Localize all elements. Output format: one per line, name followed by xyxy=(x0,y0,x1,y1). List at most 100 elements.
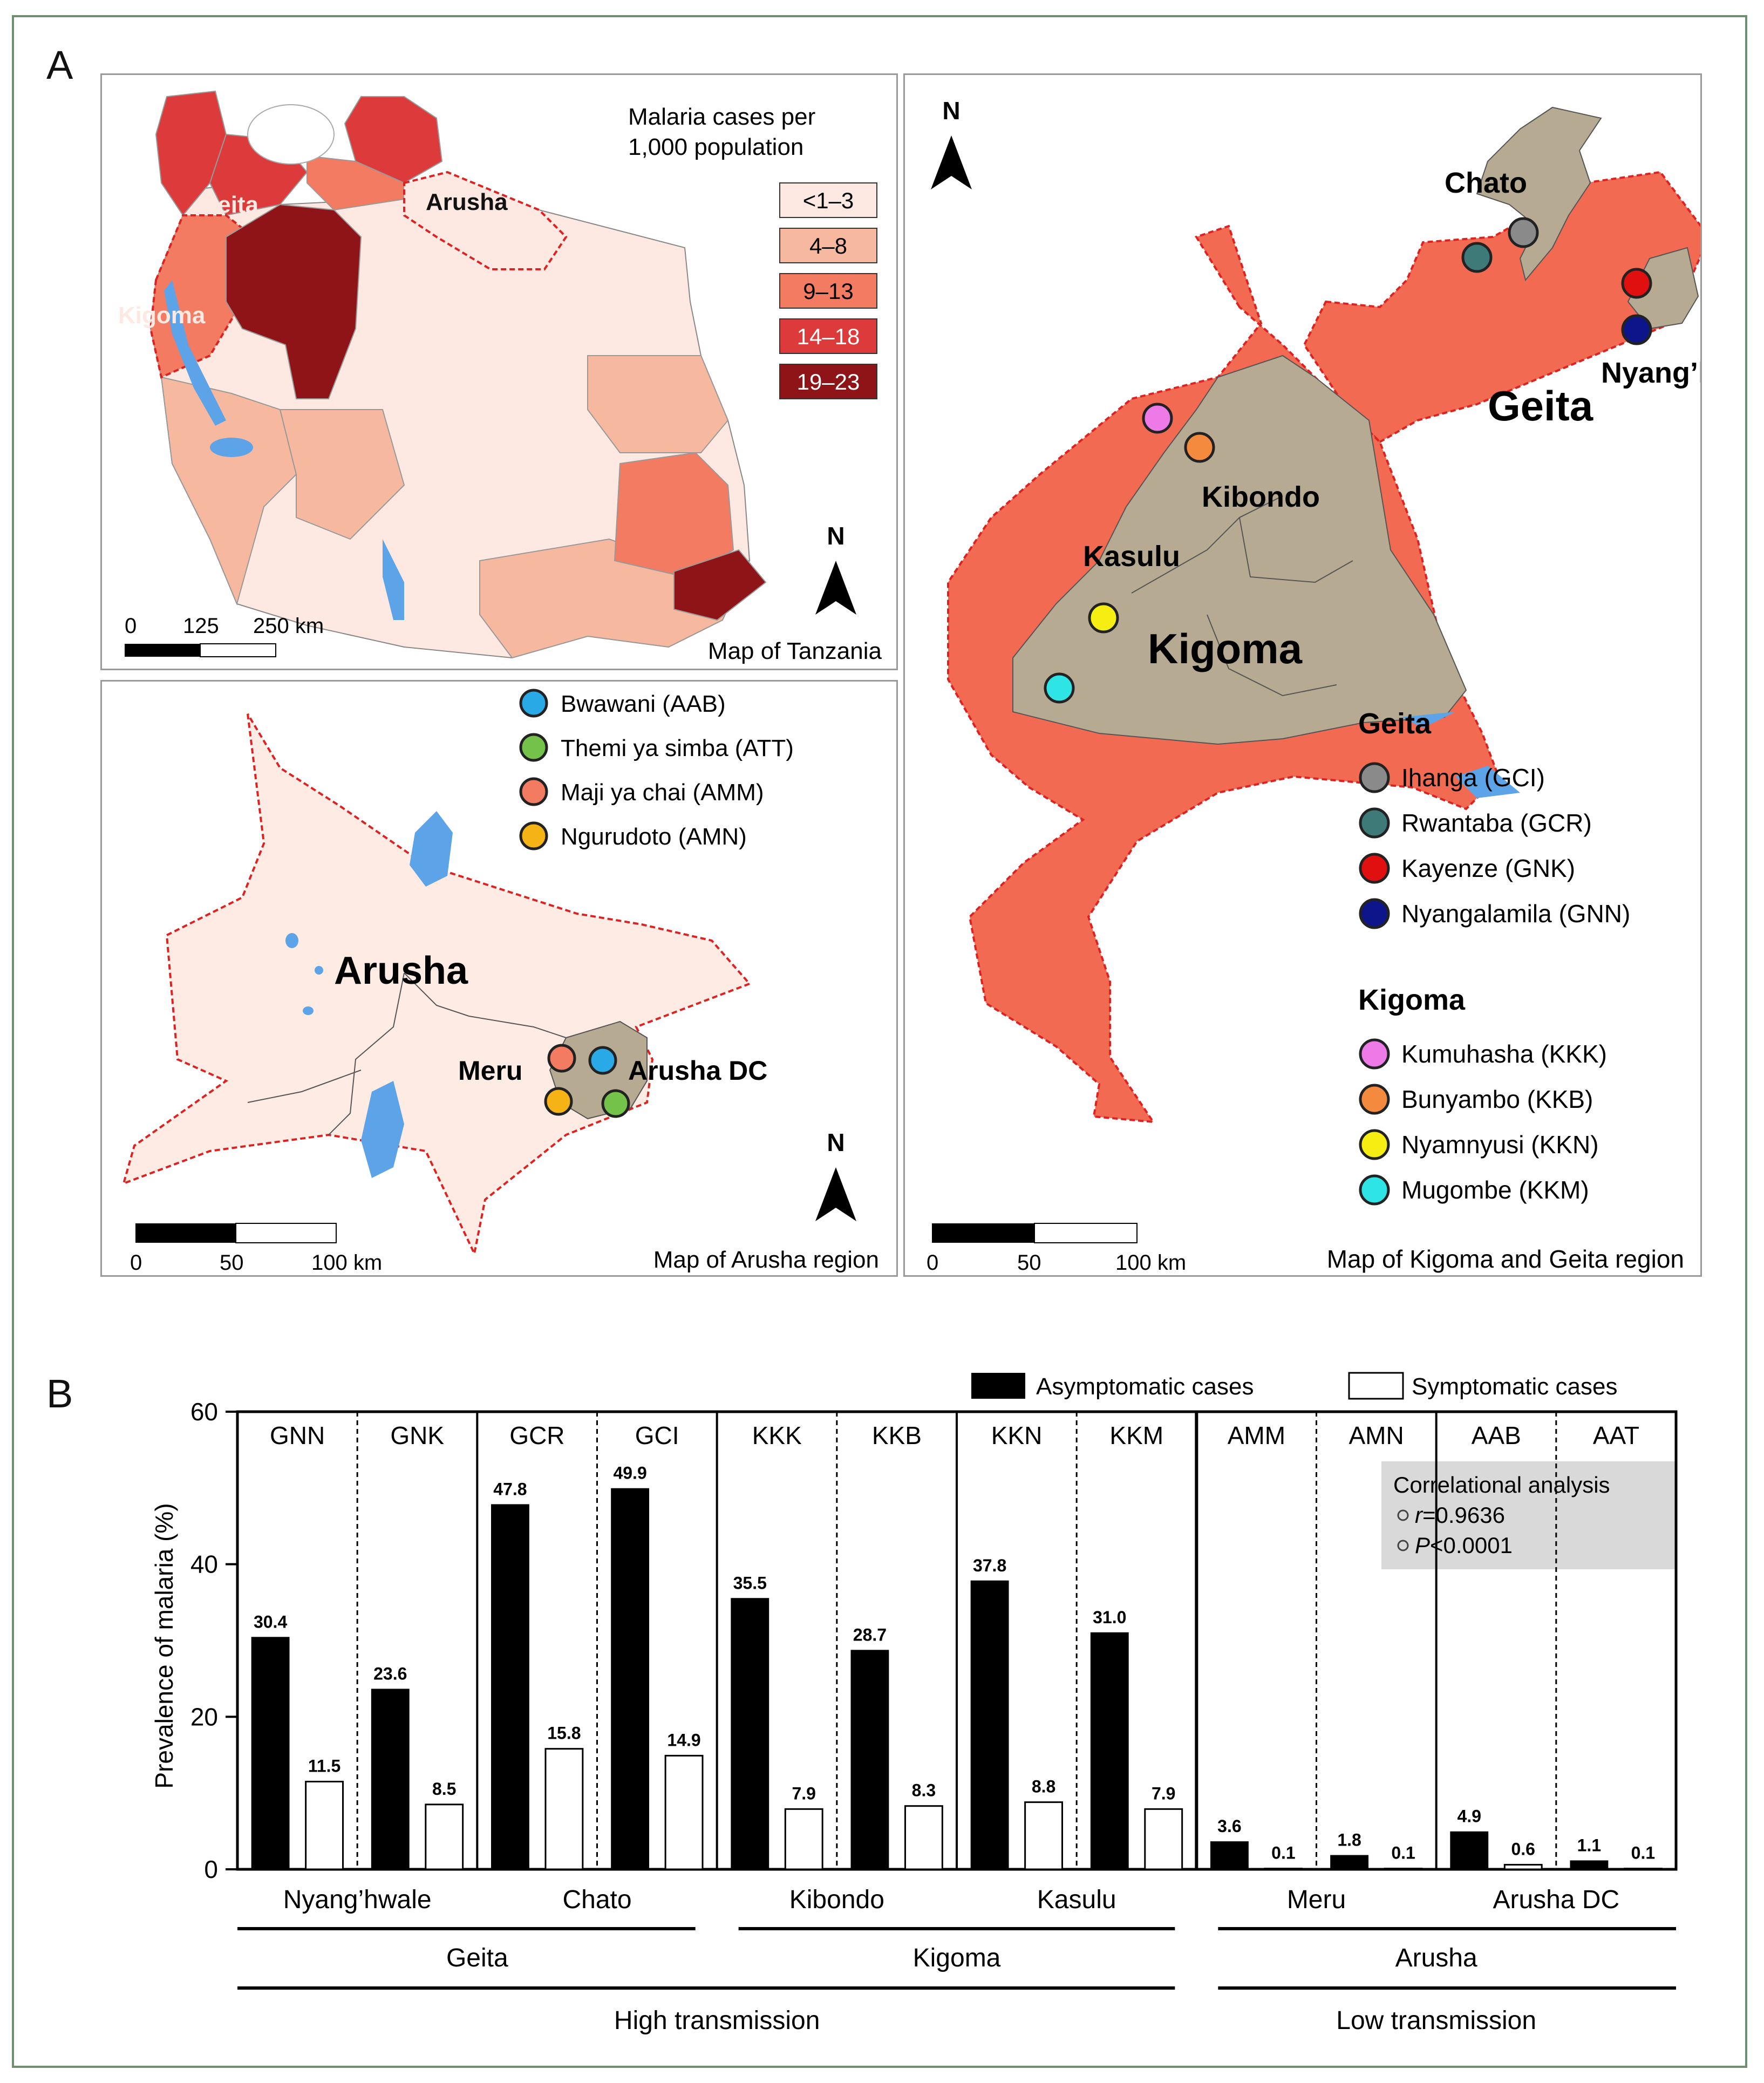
bar-asymptomatic xyxy=(611,1488,650,1870)
bar-label-symptomatic: 14.9 xyxy=(667,1730,700,1750)
tz-label-kigoma: Kigoma xyxy=(118,302,206,329)
kg-north-label: N xyxy=(942,97,960,125)
prevalence-bar-chart: Asymptomatic cases Symptomatic cases Pre… xyxy=(150,1372,1678,2035)
bar-label-symptomatic: 8.8 xyxy=(1032,1777,1055,1796)
arusha-map: Arusha Meru Arusha DC Bwawani (AAB) Them… xyxy=(121,689,879,1275)
region-east-light xyxy=(587,355,729,453)
transmission-label: Low transmission xyxy=(1336,2006,1536,2035)
tz-scale-bar-black xyxy=(125,644,200,657)
category-label: AAB xyxy=(1472,1421,1521,1449)
bar-asymptomatic xyxy=(1330,1855,1369,1870)
annotation-bullet-1 xyxy=(1397,1509,1409,1521)
kigoma-geita-map: Chato Nyang’hwale Geita Kibondo Kasulu K… xyxy=(927,97,1702,1275)
kasulu-label: Kasulu xyxy=(1083,540,1180,573)
bar-symptomatic xyxy=(1144,1808,1183,1870)
kigoma-region-label: Kigoma xyxy=(1148,625,1303,672)
legend-asymptomatic-label: Asymptomatic cases xyxy=(1036,1373,1254,1400)
chato-label: Chato xyxy=(1445,167,1527,199)
category-label: GNK xyxy=(390,1421,444,1449)
category-label: GNN xyxy=(270,1421,325,1449)
category-label: AAT xyxy=(1593,1421,1639,1449)
site-gci-marker xyxy=(1508,217,1539,248)
legend-geita-title: Geita xyxy=(1358,707,1432,740)
site-aab-marker xyxy=(588,1046,617,1075)
tz-legend-item-1: <1–3 xyxy=(779,182,877,218)
legend-asymptomatic-swatch xyxy=(971,1373,1025,1399)
region-arusha xyxy=(403,171,568,270)
kg-legend-kigoma-4: Mugombe (KKM) xyxy=(1359,1174,1589,1206)
bar-asymptomatic xyxy=(491,1504,529,1870)
kg-scale-bar-white xyxy=(1034,1223,1138,1243)
nyanghwale-label: Nyang’hwale xyxy=(1601,357,1702,389)
y-tick-label: 60 xyxy=(190,1398,218,1426)
kigoma-inner xyxy=(1012,355,1467,745)
svg-text:Ihanga (GCI): Ihanga (GCI) xyxy=(1401,764,1545,792)
arusha-scale-2: 100 km xyxy=(311,1251,382,1275)
region-mbeya xyxy=(279,409,405,540)
category-label: AMN xyxy=(1348,1421,1404,1449)
arusha-region-label: Arusha xyxy=(334,949,468,992)
category-label: KKM xyxy=(1109,1421,1163,1449)
svg-text:Rwantaba (GCR): Rwantaba (GCR) xyxy=(1401,809,1592,837)
tz-scale-1: 125 xyxy=(183,614,219,638)
svg-text:4–8: 4–8 xyxy=(809,233,847,258)
tz-legend-item-5: 19–23 xyxy=(779,364,877,399)
tz-map-title: Map of Tanzania xyxy=(708,638,882,664)
bar-label-symptomatic: 8.5 xyxy=(432,1779,456,1799)
bar-label-asymptomatic: 23.6 xyxy=(373,1664,407,1683)
bar-label-symptomatic: 0.1 xyxy=(1271,1843,1295,1863)
bar-label-symptomatic: 7.9 xyxy=(1152,1784,1175,1803)
lake-tanganyika xyxy=(164,280,226,426)
kg-legend-geita-1: Ihanga (GCI) xyxy=(1359,762,1545,793)
svg-text:Nyamnyusi (KKN): Nyamnyusi (KKN) xyxy=(1401,1131,1599,1159)
site-gnk-marker xyxy=(1621,268,1652,299)
legend-title-line1: Malaria cases per xyxy=(628,104,815,130)
category-label: GCR xyxy=(509,1421,564,1449)
kg-scale-bar-black xyxy=(932,1223,1034,1243)
bar-asymptomatic xyxy=(1090,1632,1129,1870)
bar-asymptomatic xyxy=(970,1580,1009,1870)
lake-victoria-edge xyxy=(1455,766,1520,798)
tz-legend-item-2: 4–8 xyxy=(779,228,877,263)
tz-legend-item-3: 9–13 xyxy=(779,273,877,309)
svg-text:Mugombe (KKM): Mugombe (KKM) xyxy=(1401,1176,1589,1204)
bar-label-asymptomatic: 1.1 xyxy=(1577,1835,1601,1855)
kg-map-title: Map of Kigoma and Geita region xyxy=(1327,1245,1684,1273)
bar-label-asymptomatic: 30.4 xyxy=(254,1612,287,1631)
category-label: KKK xyxy=(752,1421,802,1449)
bar-label-symptomatic: 0.1 xyxy=(1391,1843,1415,1863)
bar-asymptomatic xyxy=(850,1650,889,1870)
region-label: Kigoma xyxy=(913,1944,1001,1972)
bar-label-symptomatic: 15.8 xyxy=(547,1724,581,1743)
kg-scale-1: 50 xyxy=(1017,1251,1041,1275)
tz-scale-0: 0 xyxy=(125,614,137,638)
bar-label-symptomatic: 0.6 xyxy=(1511,1840,1535,1859)
kg-legend-kigoma-3: Nyamnyusi (KKN) xyxy=(1359,1129,1599,1160)
bar-label-asymptomatic: 47.8 xyxy=(493,1479,527,1499)
panel-label-a: A xyxy=(46,43,73,87)
bar-asymptomatic xyxy=(1210,1841,1249,1870)
y-tick-label: 40 xyxy=(190,1550,218,1578)
lake-small-kigoma xyxy=(1401,712,1455,728)
bar-label-symptomatic: 8.3 xyxy=(912,1781,936,1800)
site-kkk-marker xyxy=(1142,403,1173,434)
arusha-scale-bar-black xyxy=(135,1223,236,1243)
bar-label-asymptomatic: 28.7 xyxy=(853,1625,887,1644)
site-kkb-marker xyxy=(1184,432,1215,463)
arusha-north-label: N xyxy=(827,1128,844,1156)
lake-rukwa xyxy=(210,438,253,457)
lake-manyara xyxy=(361,1081,404,1178)
district-label: Chato xyxy=(562,1885,631,1914)
district-label: Nyang’hwale xyxy=(283,1885,432,1914)
tz-label-geita: Geita xyxy=(199,192,259,218)
bar-label-asymptomatic: 4.9 xyxy=(1457,1807,1481,1826)
chato-district xyxy=(1476,106,1602,282)
bar-asymptomatic xyxy=(1450,1831,1489,1870)
kg-north-arrow-icon xyxy=(931,135,972,189)
bar-symptomatic xyxy=(904,1805,943,1870)
district-label: Kibondo xyxy=(789,1885,884,1914)
kibondo-label: Kibondo xyxy=(1202,481,1320,513)
tz-scale-2: 250 km xyxy=(253,614,324,638)
arusha-legend-item-2: Themi ya simba (ATT) xyxy=(519,733,794,762)
kg-scale-0: 0 xyxy=(927,1251,938,1275)
